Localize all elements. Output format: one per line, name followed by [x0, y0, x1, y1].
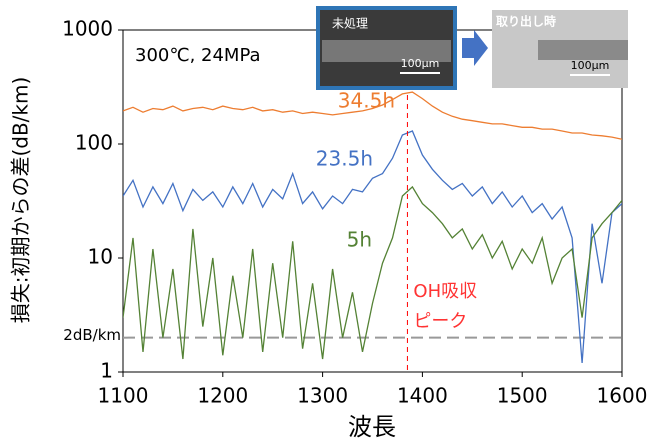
reference-label: 2dB/km [63, 326, 121, 344]
arrow [462, 30, 488, 66]
y-axis-label: 損失:初期からの差(dB/km) [9, 77, 33, 324]
series-line [123, 185, 622, 360]
y-tick-label: 1 [100, 359, 113, 383]
x-axis-label: 波長 [348, 413, 396, 441]
y-tick-label: 100 [75, 131, 113, 155]
inset-label: 取り出し時 [496, 14, 556, 29]
inset-scale: 100μm [571, 59, 610, 72]
inset-fiber [322, 40, 451, 62]
series-label: 34.5h [338, 89, 395, 113]
x-tick-label: 1100 [98, 384, 149, 408]
plot-area [123, 91, 622, 372]
y-tick-label: 1000 [62, 17, 113, 41]
peak-label: ピーク [413, 311, 467, 332]
inset-label: 未処理 [332, 17, 368, 31]
series-line [123, 91, 622, 140]
peak-label: OH吸収 [413, 281, 477, 302]
inset-scale: 100μm [401, 57, 440, 70]
series-label: 23.5h [316, 147, 373, 171]
inset-fiber [538, 40, 628, 60]
series-line [123, 130, 622, 364]
annotation: 300℃, 24MPa [135, 45, 261, 66]
x-tick-label: 1200 [197, 384, 248, 408]
x-tick-label: 1400 [397, 384, 448, 408]
y-tick-label: 10 [88, 245, 113, 269]
x-tick-label: 1600 [597, 384, 647, 408]
series-label: 5h [347, 228, 372, 252]
x-tick-label: 1300 [297, 384, 348, 408]
x-tick-label: 1500 [497, 384, 548, 408]
